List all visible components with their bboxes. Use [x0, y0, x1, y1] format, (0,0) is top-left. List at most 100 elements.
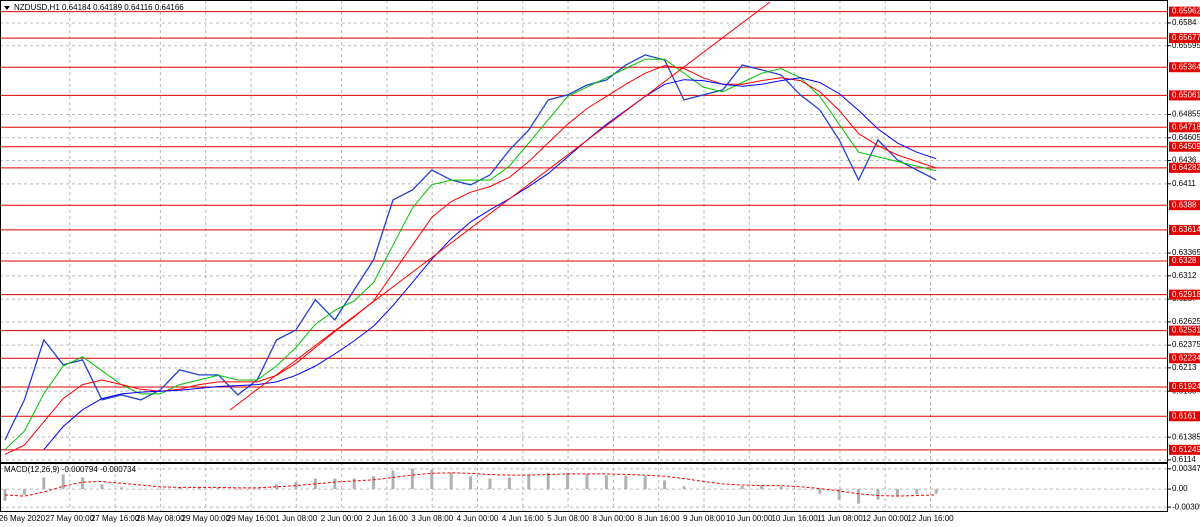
- x-tick-label: 2 Jun 00:00: [321, 514, 363, 523]
- macd-bar: [915, 489, 919, 495]
- macd-title: MACD(12,26,9) -0.000794 -0.000734: [4, 465, 137, 474]
- menu-arrow: [4, 6, 10, 10]
- macd-bar: [216, 487, 220, 490]
- signal-line: [4, 472, 937, 497]
- x-tick-label: 29 May 16:00: [227, 514, 276, 523]
- level-label: 0.65061: [1172, 91, 1200, 100]
- moving-average: [43, 77, 937, 451]
- y-tick-label: 0.63365: [1172, 248, 1200, 257]
- level-label-box: [1169, 411, 1200, 422]
- x-tick-label: 2 Jun 16:00: [366, 514, 408, 523]
- trend-line: [229, 1, 771, 411]
- moving-average: [4, 58, 937, 451]
- y-tick-label: 0.6436: [1172, 156, 1197, 165]
- macd-bar: [61, 474, 65, 490]
- x-tick-label: 8 Jun 16:00: [638, 514, 680, 523]
- x-tick-label: 27 May 00:00: [46, 514, 95, 523]
- level-label: 0.6388: [1172, 200, 1197, 209]
- macd-bar: [197, 486, 201, 490]
- y-tick-label: 0.64855: [1172, 110, 1200, 119]
- macd-bar: [449, 472, 453, 490]
- macd-bar: [391, 470, 395, 490]
- macd-bar: [372, 476, 376, 490]
- x-tick-label: 4 Jun 16:00: [502, 514, 544, 523]
- macd-bar: [119, 487, 123, 490]
- level-label-box: [1169, 162, 1200, 173]
- mark-layer: [0, 11, 1168, 504]
- x-tick-label: 4 Jun 00:00: [457, 514, 499, 523]
- x-tick-label: 10 Jun 16:00: [771, 514, 818, 523]
- macd-bar: [430, 469, 434, 490]
- macd-bar: [663, 480, 667, 490]
- grid-layer: [0, 0, 1168, 512]
- level-label-box: [1169, 289, 1200, 300]
- x-tick-label: 29 May 00:00: [181, 514, 230, 523]
- level-label: 0.6328: [1172, 256, 1197, 265]
- x-tick-label: 26 May 2020: [0, 514, 46, 523]
- y-tick-label: 0.65595: [1172, 41, 1200, 50]
- level-label-box: [1169, 141, 1200, 152]
- macd-bar: [410, 468, 414, 490]
- level-label-box: [1169, 224, 1200, 235]
- macd-bar: [760, 485, 764, 490]
- level-label: 0.62531: [1172, 326, 1200, 335]
- level-label: 0.64282: [1172, 163, 1200, 172]
- macd-bar: [100, 484, 104, 490]
- level-label: 0.61249: [1172, 445, 1200, 454]
- macd-bar: [643, 476, 647, 490]
- macd-bar: [857, 489, 861, 504]
- macd-bar: [333, 478, 337, 490]
- macd-bar: [624, 475, 628, 490]
- x-tick-label: 3 Jun 08:00: [411, 514, 453, 523]
- level-label-box: [1169, 444, 1200, 455]
- level-label: 0.6161: [1172, 411, 1197, 420]
- level-label: 0.62234: [1172, 353, 1200, 362]
- level-label-box: [1169, 255, 1200, 266]
- macd-bar: [352, 478, 356, 490]
- chart-title: NZDUSD,H1 0.64184 0.64189 0.64116 0.6416…: [14, 3, 184, 12]
- macd-bar: [721, 489, 725, 490]
- macd-bar: [158, 489, 162, 490]
- x-tick-label: 5 Jun 08:00: [547, 514, 589, 523]
- x-tick-label: 28 May 08:00: [136, 514, 185, 523]
- macd-bar: [469, 476, 473, 490]
- x-tick-label: 1 Jun 08:00: [275, 514, 317, 523]
- level-label: 0.61924: [1172, 382, 1200, 391]
- level-label-box: [1169, 33, 1200, 44]
- macd-bar: [42, 477, 46, 490]
- level-label-box: [1169, 200, 1200, 211]
- macd-bar: [546, 472, 550, 490]
- level-label: 0.64718: [1172, 122, 1200, 131]
- macd-bar: [22, 489, 26, 495]
- level-label-box: [1169, 6, 1200, 17]
- y-tick-label: 0.00: [1172, 484, 1188, 493]
- price-line: [4, 54, 937, 441]
- macd-bar: [294, 482, 298, 490]
- macd-bar: [488, 478, 492, 490]
- macd-bar: [934, 489, 938, 494]
- y-tick-label: 0.64605: [1172, 133, 1200, 142]
- macd-bar: [275, 484, 279, 490]
- x-tick-label: 12 Jun 16:00: [907, 514, 954, 523]
- level-label: 0.65364: [1172, 62, 1200, 71]
- macd-bar: [876, 489, 880, 500]
- macd-bar: [178, 487, 182, 490]
- macd-bar: [682, 486, 686, 490]
- level-label-box: [1169, 325, 1200, 336]
- level-label-box: [1169, 382, 1200, 393]
- y-tick-label: 0.61385: [1172, 432, 1200, 441]
- y-tick-label: 0.6312: [1172, 271, 1197, 280]
- macd-bar: [507, 477, 511, 490]
- level-label: 0.65962: [1172, 7, 1200, 16]
- macd-bar: [81, 477, 85, 490]
- macd-bar: [701, 489, 705, 490]
- level-label-box: [1169, 62, 1200, 73]
- y-tick-label: -0.00309: [1172, 502, 1200, 511]
- level-label: 0.63614: [1172, 225, 1200, 234]
- macd-bar: [604, 475, 608, 490]
- macd-bar: [527, 475, 531, 490]
- x-tick-label: 8 Jun 00:00: [592, 514, 634, 523]
- x-tick-label: 27 May 16:00: [91, 514, 140, 523]
